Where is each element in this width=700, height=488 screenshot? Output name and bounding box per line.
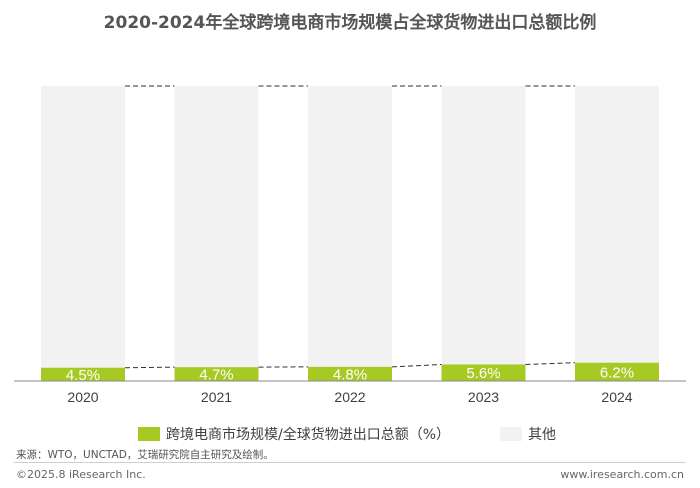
bars-layer [41, 86, 659, 381]
x-tick-2020: 2020 [67, 389, 98, 405]
bar-share-2021 [174, 367, 259, 381]
x-tick-2022: 2022 [334, 389, 365, 405]
chart-title: 2020-2024年全球跨境电商市场规模占全球货物进出口总额比例 [103, 13, 597, 33]
x-tick-2023: 2023 [468, 389, 499, 405]
legend-label-share: 跨境电商市场规模/全球货物进出口总额（%） [166, 427, 451, 443]
connector-share-0 [124, 366, 175, 369]
labels-layer: 4.5% 4.7% 4.8% 5.6% 6.2% [66, 364, 634, 384]
legend: 跨境电商市场规模/全球货物进出口总额（%） 其他 [0, 424, 700, 444]
bar-other-2022 [308, 86, 392, 367]
legend-label-other: 其他 [528, 427, 556, 443]
data-label-2021: 4.7% [199, 367, 233, 384]
connectors-layer [124, 85, 576, 369]
legend-swatch-share [138, 427, 160, 441]
legend-item-share: 跨境电商市场规模/全球货物进出口总额（%） [138, 424, 450, 444]
connector-share-3 [525, 362, 576, 365]
legend-item-other: 其他 [500, 424, 556, 444]
data-label-2020: 4.5% [66, 367, 100, 384]
bar-other-2020 [41, 86, 125, 368]
bar-other-2023 [441, 86, 526, 365]
data-label-2023: 5.6% [466, 365, 500, 382]
bar-other-2024 [575, 86, 659, 363]
source-note: 来源：WTO，UNCTAD，艾瑞研究院自主研究及绘制。 [16, 449, 274, 461]
bar-share-2024 [575, 362, 659, 381]
bar-share-2023 [441, 364, 526, 381]
bar-share-2022 [308, 366, 392, 381]
legend-swatch-other [500, 427, 522, 441]
copyright: ©2025.8 iResearch Inc. [16, 468, 146, 481]
x-tick-2021: 2021 [201, 389, 232, 405]
bar-other-2021 [174, 86, 259, 368]
website: www.iresearch.com.cn [560, 468, 684, 481]
data-label-2022: 4.8% [333, 366, 367, 383]
chart-area: 4.5% 4.7% 4.8% 5.6% 6.2% 2020 2021 2022 2023 202… [14, 85, 686, 405]
data-label-2024: 6.2% [600, 364, 634, 381]
x-tick-2024: 2024 [601, 389, 632, 405]
connector-share-2 [391, 363, 442, 368]
bar-share-2020 [41, 367, 125, 381]
footer-divider [14, 462, 686, 463]
ticks-layer: 2020 2021 2022 2023 2024 [67, 389, 632, 405]
